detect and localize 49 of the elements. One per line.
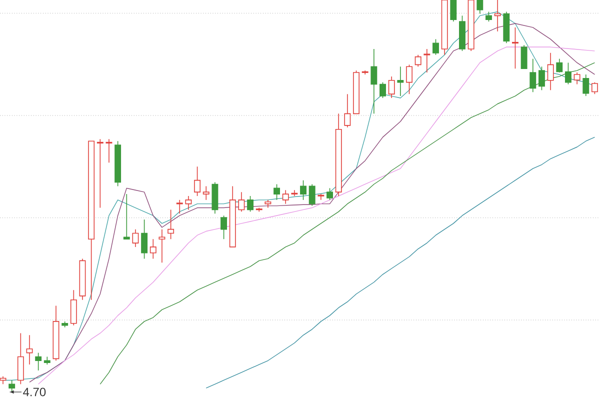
- candlestick: [168, 209, 174, 240]
- candlestick: [591, 82, 598, 94]
- candlestick: [238, 192, 245, 212]
- candlestick: [291, 190, 298, 196]
- candlestick: [494, 0, 501, 32]
- candlestick: [574, 72, 580, 85]
- candlestick: [512, 27, 518, 69]
- candlestick: [538, 66, 545, 91]
- candlestick: [282, 190, 289, 204]
- candlestick: [414, 54, 422, 68]
- candlestick: [132, 228, 139, 248]
- candlestick: [582, 74, 590, 96]
- candlestick: [318, 194, 324, 200]
- candlestick: [556, 58, 563, 73]
- candlestick: [300, 180, 306, 200]
- candlestick: [176, 200, 183, 214]
- candlestick: [185, 196, 192, 210]
- candlestick: [26, 334, 33, 365]
- candlestick: [380, 82, 386, 98]
- candlestick: [344, 94, 351, 128]
- candlestick: [274, 184, 280, 200]
- candlestick: [106, 138, 112, 164]
- candlestick: [370, 48, 378, 114]
- candlestick: [194, 166, 201, 196]
- candlestick: [17, 332, 24, 385]
- candlestick: [450, 0, 457, 22]
- candlestick: [35, 352, 42, 371]
- candlestick: [486, 11, 492, 22]
- candlestick: [476, 0, 484, 14]
- candlestick: [308, 184, 316, 206]
- candlestick: [406, 64, 412, 94]
- candlestick: [150, 238, 156, 260]
- candlestick: [202, 186, 210, 200]
- candlestick: [397, 66, 404, 96]
- candlestick: [388, 76, 395, 98]
- candlestick: [141, 219, 148, 260]
- candlestick: [520, 44, 528, 69]
- candlestick: [96, 138, 104, 208]
- annotation: 4.70: [23, 388, 46, 396]
- candlestick: [424, 48, 430, 73]
- candlestick: [123, 194, 130, 240]
- candlestick: [432, 38, 439, 56]
- candlestick: [8, 380, 16, 392]
- candlestick: [70, 290, 77, 326]
- candlestick: [547, 52, 554, 91]
- candlestick: [220, 215, 228, 240]
- candlestick: [326, 188, 333, 200]
- candlestick: [158, 228, 166, 264]
- candlestick: [247, 196, 254, 212]
